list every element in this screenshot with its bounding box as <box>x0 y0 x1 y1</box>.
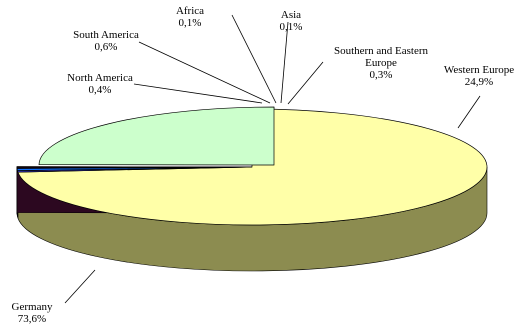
label-western-europe: Western Europe 24,9% <box>444 64 514 88</box>
leader-lines <box>64 14 481 304</box>
label-africa: Africa 0,1% <box>176 5 204 29</box>
label-southern-and-eastern-europe: Southern and Eastern Europe 0,3% <box>334 45 429 81</box>
label-south-america: South America 0,6% <box>73 29 139 53</box>
label-germany: Germany 73,6% <box>12 301 53 325</box>
pie-slices <box>16 106 488 226</box>
value-southern-and-eastern-europe: 0,3% <box>370 69 393 81</box>
value-asia: 0,1% <box>280 21 303 33</box>
label-north-america: North America 0,4% <box>67 72 133 96</box>
slice-germany <box>17 108 488 226</box>
leader-asia <box>280 21 289 104</box>
slice-southern-and-eastern-europe <box>16 166 253 169</box>
slice-labels: Germany 73,6% North America 0,4% South Ameri… <box>12 5 515 325</box>
leader-south-america <box>138 41 271 104</box>
leader-africa <box>231 14 277 104</box>
value-africa: 0,1% <box>179 17 202 29</box>
leader-germany <box>64 269 96 304</box>
value-south-america: 0,6% <box>95 41 118 53</box>
leader-southern-and-eastern-europe <box>287 61 324 105</box>
slice-western-europe <box>38 106 275 166</box>
leader-western-europe <box>457 95 481 129</box>
label-asia: Asia 0,1% <box>280 9 303 33</box>
leader-north-america <box>133 83 263 104</box>
value-north-america: 0,4% <box>89 84 112 96</box>
value-germany: 73,6% <box>18 313 46 325</box>
value-western-europe: 24,9% <box>465 76 493 88</box>
